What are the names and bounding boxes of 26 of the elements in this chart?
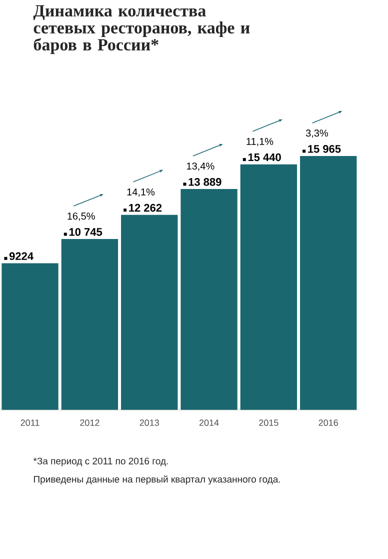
bar <box>2 263 58 410</box>
data-label: 15 965 <box>308 145 341 153</box>
data-label: 9224 <box>9 252 34 260</box>
text: Приведены данные на первый квартал указанного года. <box>34 475 280 485</box>
bar <box>300 156 357 410</box>
x-tick-label: 2014 <box>199 420 219 426</box>
bar <box>240 164 298 410</box>
data-label: 15 440 <box>248 153 281 162</box>
chart-title: Динамика количества сетевых ресторанов, кафе и баров в России* <box>33 5 250 54</box>
bar <box>61 239 118 410</box>
annotation: 16,5% <box>68 212 95 221</box>
data-label: 13 889 <box>188 178 222 186</box>
annotation: 13,4% <box>186 162 214 171</box>
data-label: 10 745 <box>69 228 102 236</box>
x-tick-label: 2013 <box>140 420 159 426</box>
x-tick-label: 2011 <box>20 420 40 426</box>
x-tick-label: 2012 <box>80 420 100 426</box>
annotation: 11,1% <box>246 138 274 146</box>
text: *За период с 2011 по 2016 год. <box>33 458 168 466</box>
annotation: 3,3% <box>306 130 328 138</box>
bar <box>121 214 178 410</box>
annotation: 14,1% <box>127 188 155 197</box>
data-label: 12 262 <box>129 204 162 212</box>
x-tick-label: 2016 <box>318 420 338 426</box>
x-tick-label: 2015 <box>259 420 278 426</box>
bar <box>180 189 238 410</box>
